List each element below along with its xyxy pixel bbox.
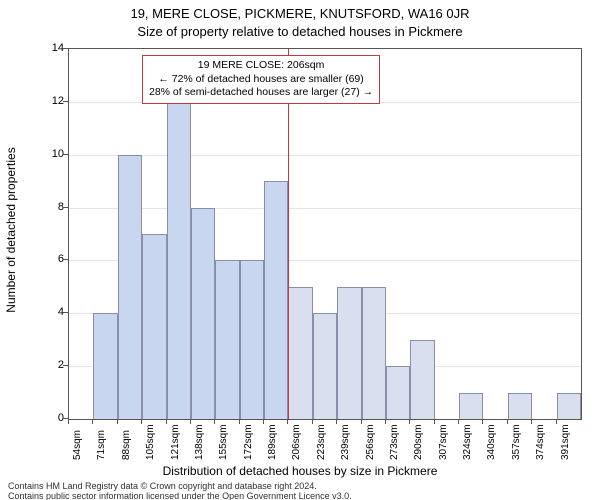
x-tick-mark xyxy=(361,419,362,424)
gridline xyxy=(69,208,581,209)
x-tick-mark xyxy=(117,419,118,424)
footer-attribution: Contains HM Land Registry data © Crown c… xyxy=(8,482,352,500)
x-tick-mark xyxy=(239,419,240,424)
histogram-bar xyxy=(313,313,337,419)
x-tick-mark xyxy=(92,419,93,424)
histogram-bar xyxy=(410,340,434,419)
x-tick-mark xyxy=(214,419,215,424)
x-tick-mark xyxy=(507,419,508,424)
x-tick-label: 105sqm xyxy=(145,424,156,460)
x-axis-label: Distribution of detached houses by size … xyxy=(0,464,600,478)
y-tick-label: 10 xyxy=(36,148,64,160)
histogram-bar xyxy=(386,366,410,419)
x-tick-label: 189sqm xyxy=(267,424,278,460)
histogram-bar xyxy=(362,287,386,419)
y-tick-mark xyxy=(63,48,68,49)
y-tick-mark xyxy=(63,312,68,313)
footer-line2: Contains public sector information licen… xyxy=(8,492,352,500)
chart-title-sub: Size of property relative to detached ho… xyxy=(0,24,600,39)
x-tick-mark xyxy=(409,419,410,424)
x-tick-mark xyxy=(312,419,313,424)
histogram-bar xyxy=(337,287,361,419)
y-tick-label: 8 xyxy=(36,201,64,213)
histogram-bar xyxy=(118,155,142,419)
y-tick-label: 2 xyxy=(36,359,64,371)
x-tick-label: 307sqm xyxy=(438,424,449,460)
y-tick-label: 14 xyxy=(36,42,64,54)
y-tick-mark xyxy=(63,101,68,102)
info-line3: 28% of semi-detached houses are larger (… xyxy=(149,86,373,100)
x-tick-mark xyxy=(482,419,483,424)
histogram-bar xyxy=(508,393,532,419)
x-tick-mark xyxy=(385,419,386,424)
gridline xyxy=(69,155,581,156)
histogram-bar xyxy=(191,208,215,419)
x-tick-label: 138sqm xyxy=(194,424,205,460)
y-tick-mark xyxy=(63,259,68,260)
y-tick-label: 12 xyxy=(36,95,64,107)
info-line1: 19 MERE CLOSE: 206sqm xyxy=(149,59,373,73)
histogram-bar xyxy=(215,260,239,419)
x-tick-mark xyxy=(556,419,557,424)
x-tick-label: 206sqm xyxy=(291,424,302,460)
x-tick-label: 391sqm xyxy=(560,424,571,460)
x-tick-label: 223sqm xyxy=(316,424,327,460)
y-tick-label: 6 xyxy=(36,253,64,265)
x-tick-label: 121sqm xyxy=(170,424,181,460)
reference-line xyxy=(288,49,289,419)
x-tick-label: 256sqm xyxy=(365,424,376,460)
x-tick-label: 374sqm xyxy=(535,424,546,460)
histogram-bar xyxy=(557,393,581,419)
x-tick-mark xyxy=(263,419,264,424)
x-tick-mark xyxy=(166,419,167,424)
info-box: 19 MERE CLOSE: 206sqm← 72% of detached h… xyxy=(142,55,380,104)
y-tick-mark xyxy=(63,207,68,208)
histogram-bar xyxy=(93,313,117,419)
x-tick-label: 88sqm xyxy=(121,430,132,460)
x-tick-mark xyxy=(458,419,459,424)
y-tick-mark xyxy=(63,154,68,155)
x-tick-label: 155sqm xyxy=(218,424,229,460)
x-tick-label: 290sqm xyxy=(413,424,424,460)
x-tick-mark xyxy=(141,419,142,424)
y-tick-mark xyxy=(63,365,68,366)
x-tick-mark xyxy=(68,419,69,424)
x-tick-mark xyxy=(190,419,191,424)
histogram-bar xyxy=(288,287,312,419)
y-axis-label: Number of detached properties xyxy=(4,147,18,312)
info-line2: ← 72% of detached houses are smaller (69… xyxy=(149,73,373,87)
y-tick-label: 0 xyxy=(36,412,64,424)
x-tick-label: 239sqm xyxy=(340,424,351,460)
x-tick-mark xyxy=(287,419,288,424)
x-tick-label: 324sqm xyxy=(462,424,473,460)
x-tick-label: 54sqm xyxy=(72,430,83,460)
x-tick-label: 172sqm xyxy=(243,424,254,460)
histogram-bar xyxy=(240,260,264,419)
x-tick-label: 340sqm xyxy=(486,424,497,460)
histogram-bar xyxy=(459,393,483,419)
y-tick-label: 4 xyxy=(36,306,64,318)
chart-title-address: 19, MERE CLOSE, PICKMERE, KNUTSFORD, WA1… xyxy=(0,6,600,21)
x-tick-mark xyxy=(434,419,435,424)
x-tick-mark xyxy=(531,419,532,424)
x-tick-label: 357sqm xyxy=(511,424,522,460)
x-tick-mark xyxy=(336,419,337,424)
x-tick-label: 273sqm xyxy=(389,424,400,460)
x-tick-label: 71sqm xyxy=(96,430,107,460)
histogram-bar xyxy=(264,181,288,419)
histogram-bar xyxy=(142,234,166,419)
histogram-bar xyxy=(167,102,191,419)
